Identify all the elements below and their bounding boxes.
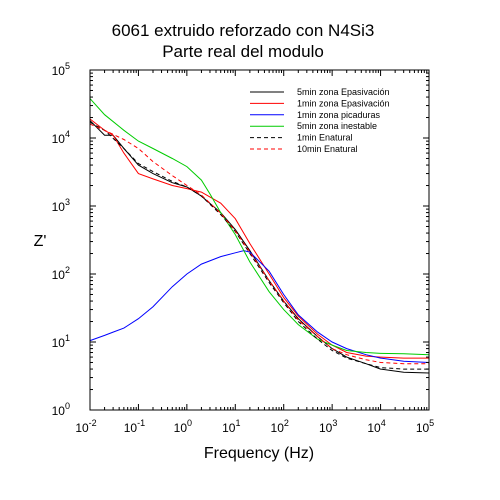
legend-label-6: 10min Enatural bbox=[297, 144, 358, 154]
plot-area bbox=[89, 98, 430, 374]
legend-label-5: 1min Enatural bbox=[297, 133, 353, 143]
series-line-5 bbox=[89, 121, 429, 370]
legend-label-3: 1min zona picaduras bbox=[297, 110, 381, 120]
legend-label-2: 1min zona Epasivación bbox=[297, 98, 390, 108]
legend-label-1: 5min zona Epasivación bbox=[297, 87, 390, 97]
plot-frame bbox=[89, 69, 430, 411]
series-line-6 bbox=[89, 123, 429, 365]
x-axis-title: Frequency (Hz) bbox=[204, 445, 314, 462]
legend-label-4: 5min zona inestable bbox=[297, 121, 377, 131]
chart-title-line1: 6061 extruido reforzado con N4Si3 bbox=[112, 21, 375, 40]
series-line-4 bbox=[89, 98, 430, 356]
series-line-2 bbox=[89, 118, 429, 359]
chart-title-line2: Parte real del modulo bbox=[162, 42, 324, 61]
y-axis-title: Z' bbox=[34, 233, 47, 250]
